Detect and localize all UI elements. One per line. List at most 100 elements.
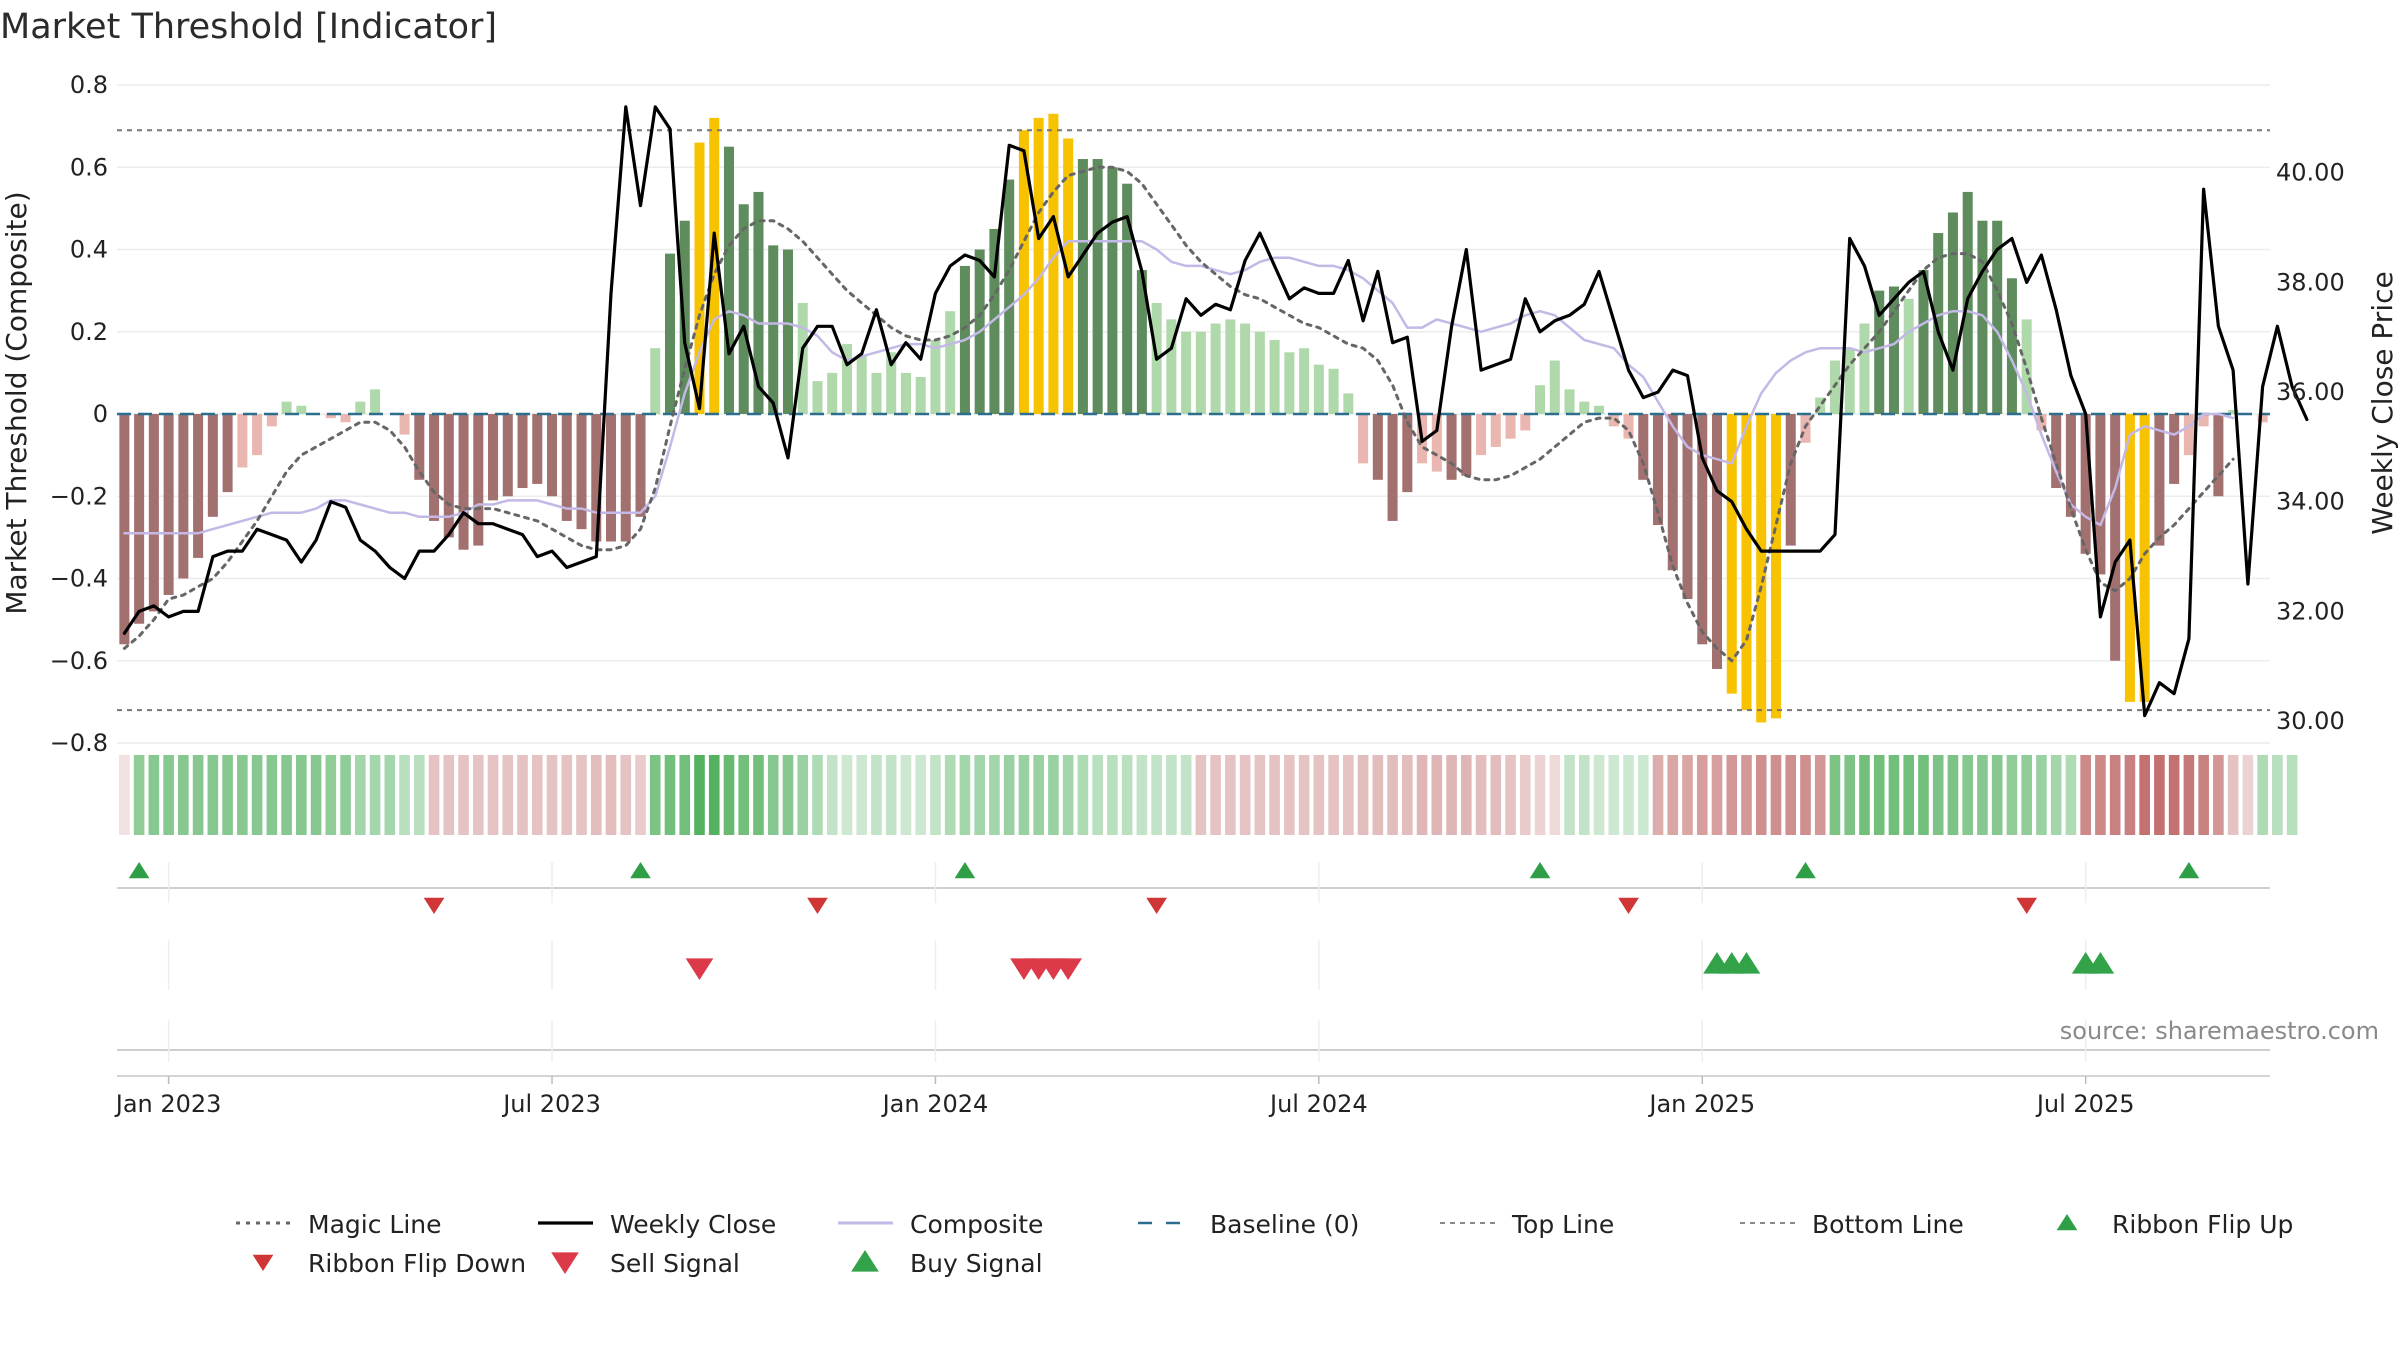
left-tick-label: 0 — [93, 400, 108, 428]
histogram-bar — [370, 389, 381, 414]
ribbon-cell — [1254, 755, 1266, 835]
ribbon-cell — [1578, 755, 1590, 835]
histogram-bar — [1284, 352, 1295, 414]
histogram-bar — [1240, 323, 1251, 414]
histogram-bar — [119, 414, 130, 645]
ribbon-cell — [1844, 755, 1856, 835]
ribbon-cell — [1033, 755, 1044, 835]
ribbon-cell — [1918, 755, 1929, 835]
ribbon-cell — [237, 755, 248, 835]
ribbon-cell — [296, 755, 307, 835]
ribbon-cell — [1534, 755, 1546, 835]
ribbon-cell — [826, 755, 838, 835]
ribbon-cell — [355, 755, 366, 835]
histogram-bar — [2213, 414, 2224, 497]
ribbon-cell — [2227, 755, 2239, 835]
ribbon-cell — [1490, 755, 1502, 835]
histogram-bar — [1490, 414, 1501, 447]
left-tick-label: 0.8 — [70, 71, 108, 99]
ribbon-cell — [1121, 755, 1133, 835]
ribbon-cell — [413, 755, 425, 835]
reference-lines — [117, 129, 2270, 712]
legend-label: Sell Signal — [610, 1249, 740, 1278]
ribbon-cell — [1431, 755, 1443, 835]
ribbon-cell — [1962, 755, 1974, 835]
ribbon-cell — [1239, 755, 1251, 835]
buy-signal-marker — [1732, 952, 1761, 974]
ribbon-cell — [871, 755, 882, 835]
histogram-bar — [1387, 414, 1398, 521]
histogram-bar — [1446, 414, 1457, 480]
ribbon-cell — [1343, 755, 1354, 835]
ribbon-cell — [133, 755, 145, 835]
ribbon-cell — [1903, 755, 1915, 835]
ribbon-cell — [2109, 755, 2121, 835]
histogram-bar — [429, 414, 440, 521]
ribbon-cell — [959, 755, 971, 835]
histogram-bar — [1859, 323, 1870, 414]
histogram-bar — [1092, 159, 1103, 414]
ribbon-cell — [369, 755, 381, 835]
ribbon-cell — [856, 755, 868, 835]
right-axis-label: Weekly Close Price — [2366, 271, 2399, 534]
ribbon-cell — [517, 755, 528, 835]
lower-panels — [117, 862, 2270, 1077]
histogram-bar — [1269, 339, 1280, 414]
ribbon-cell — [694, 755, 705, 835]
histogram-bar — [443, 414, 454, 538]
ribbon-cell — [2213, 755, 2224, 835]
ribbon-cell — [753, 755, 764, 835]
ribbon-cell — [1357, 755, 1369, 835]
histogram-bar — [1476, 414, 1487, 456]
histogram-bar — [281, 401, 292, 414]
ribbon-flip-down-marker — [1146, 897, 1167, 914]
histogram-bar — [900, 372, 911, 414]
legend-label: Buy Signal — [910, 1249, 1043, 1278]
ribbon-cell — [1328, 755, 1339, 835]
histogram-bar — [827, 372, 838, 414]
histogram-bar — [1210, 323, 1221, 414]
histogram-bar — [1653, 414, 1664, 526]
histogram-bar — [134, 414, 145, 624]
right-tick-label: 36.00 — [2276, 378, 2345, 406]
x-tick-label: Jul 2025 — [2035, 1090, 2135, 1118]
histogram-bar — [1328, 368, 1339, 414]
ribbon-cell — [2095, 755, 2106, 835]
ribbon-cell — [1637, 755, 1649, 835]
ribbon-flip-down-marker — [423, 897, 445, 914]
ribbon-cell — [1549, 755, 1561, 835]
composite-line — [123, 240, 2235, 535]
ribbon-cell — [1180, 755, 1192, 835]
ribbon-cell — [266, 755, 278, 835]
histogram-bar — [502, 414, 513, 497]
ribbon-cell — [472, 755, 484, 835]
ribbon-cell — [340, 755, 351, 835]
ribbon-cell — [812, 755, 823, 835]
ribbon-cell — [1829, 755, 1841, 835]
histogram-bar — [723, 146, 734, 414]
legend-label: Weekly Close — [610, 1210, 776, 1239]
buy-signal-marker — [2086, 952, 2115, 974]
histogram-bar — [812, 381, 823, 414]
ribbon-cell — [1726, 755, 1738, 835]
ribbon-cell — [576, 755, 587, 835]
histogram-bar — [635, 414, 646, 517]
ribbon-cell — [1416, 755, 1428, 835]
ribbon-cell — [1003, 755, 1015, 835]
histogram-bar — [399, 414, 410, 435]
ribbon-cell — [222, 755, 233, 835]
legend-label: Composite — [910, 1210, 1043, 1239]
legend-label: Bottom Line — [1812, 1210, 1964, 1239]
histogram-bar — [945, 311, 956, 414]
histogram-bar — [1033, 117, 1044, 415]
ribbon-cell — [1269, 755, 1280, 835]
histogram-bar — [738, 204, 749, 414]
histogram-bar — [1343, 393, 1354, 414]
left-axis-ticks: 0.8 0.6 0.4 0.2 0 −0.2 −0.4 −0.6 −0.8 — [50, 71, 108, 757]
ribbon-cell — [885, 755, 897, 835]
ribbon-cell — [2257, 755, 2268, 835]
ribbon-cell — [1313, 755, 1325, 835]
histogram-bars — [119, 113, 2268, 723]
histogram-bar — [871, 372, 882, 414]
histogram-bar — [414, 414, 425, 480]
